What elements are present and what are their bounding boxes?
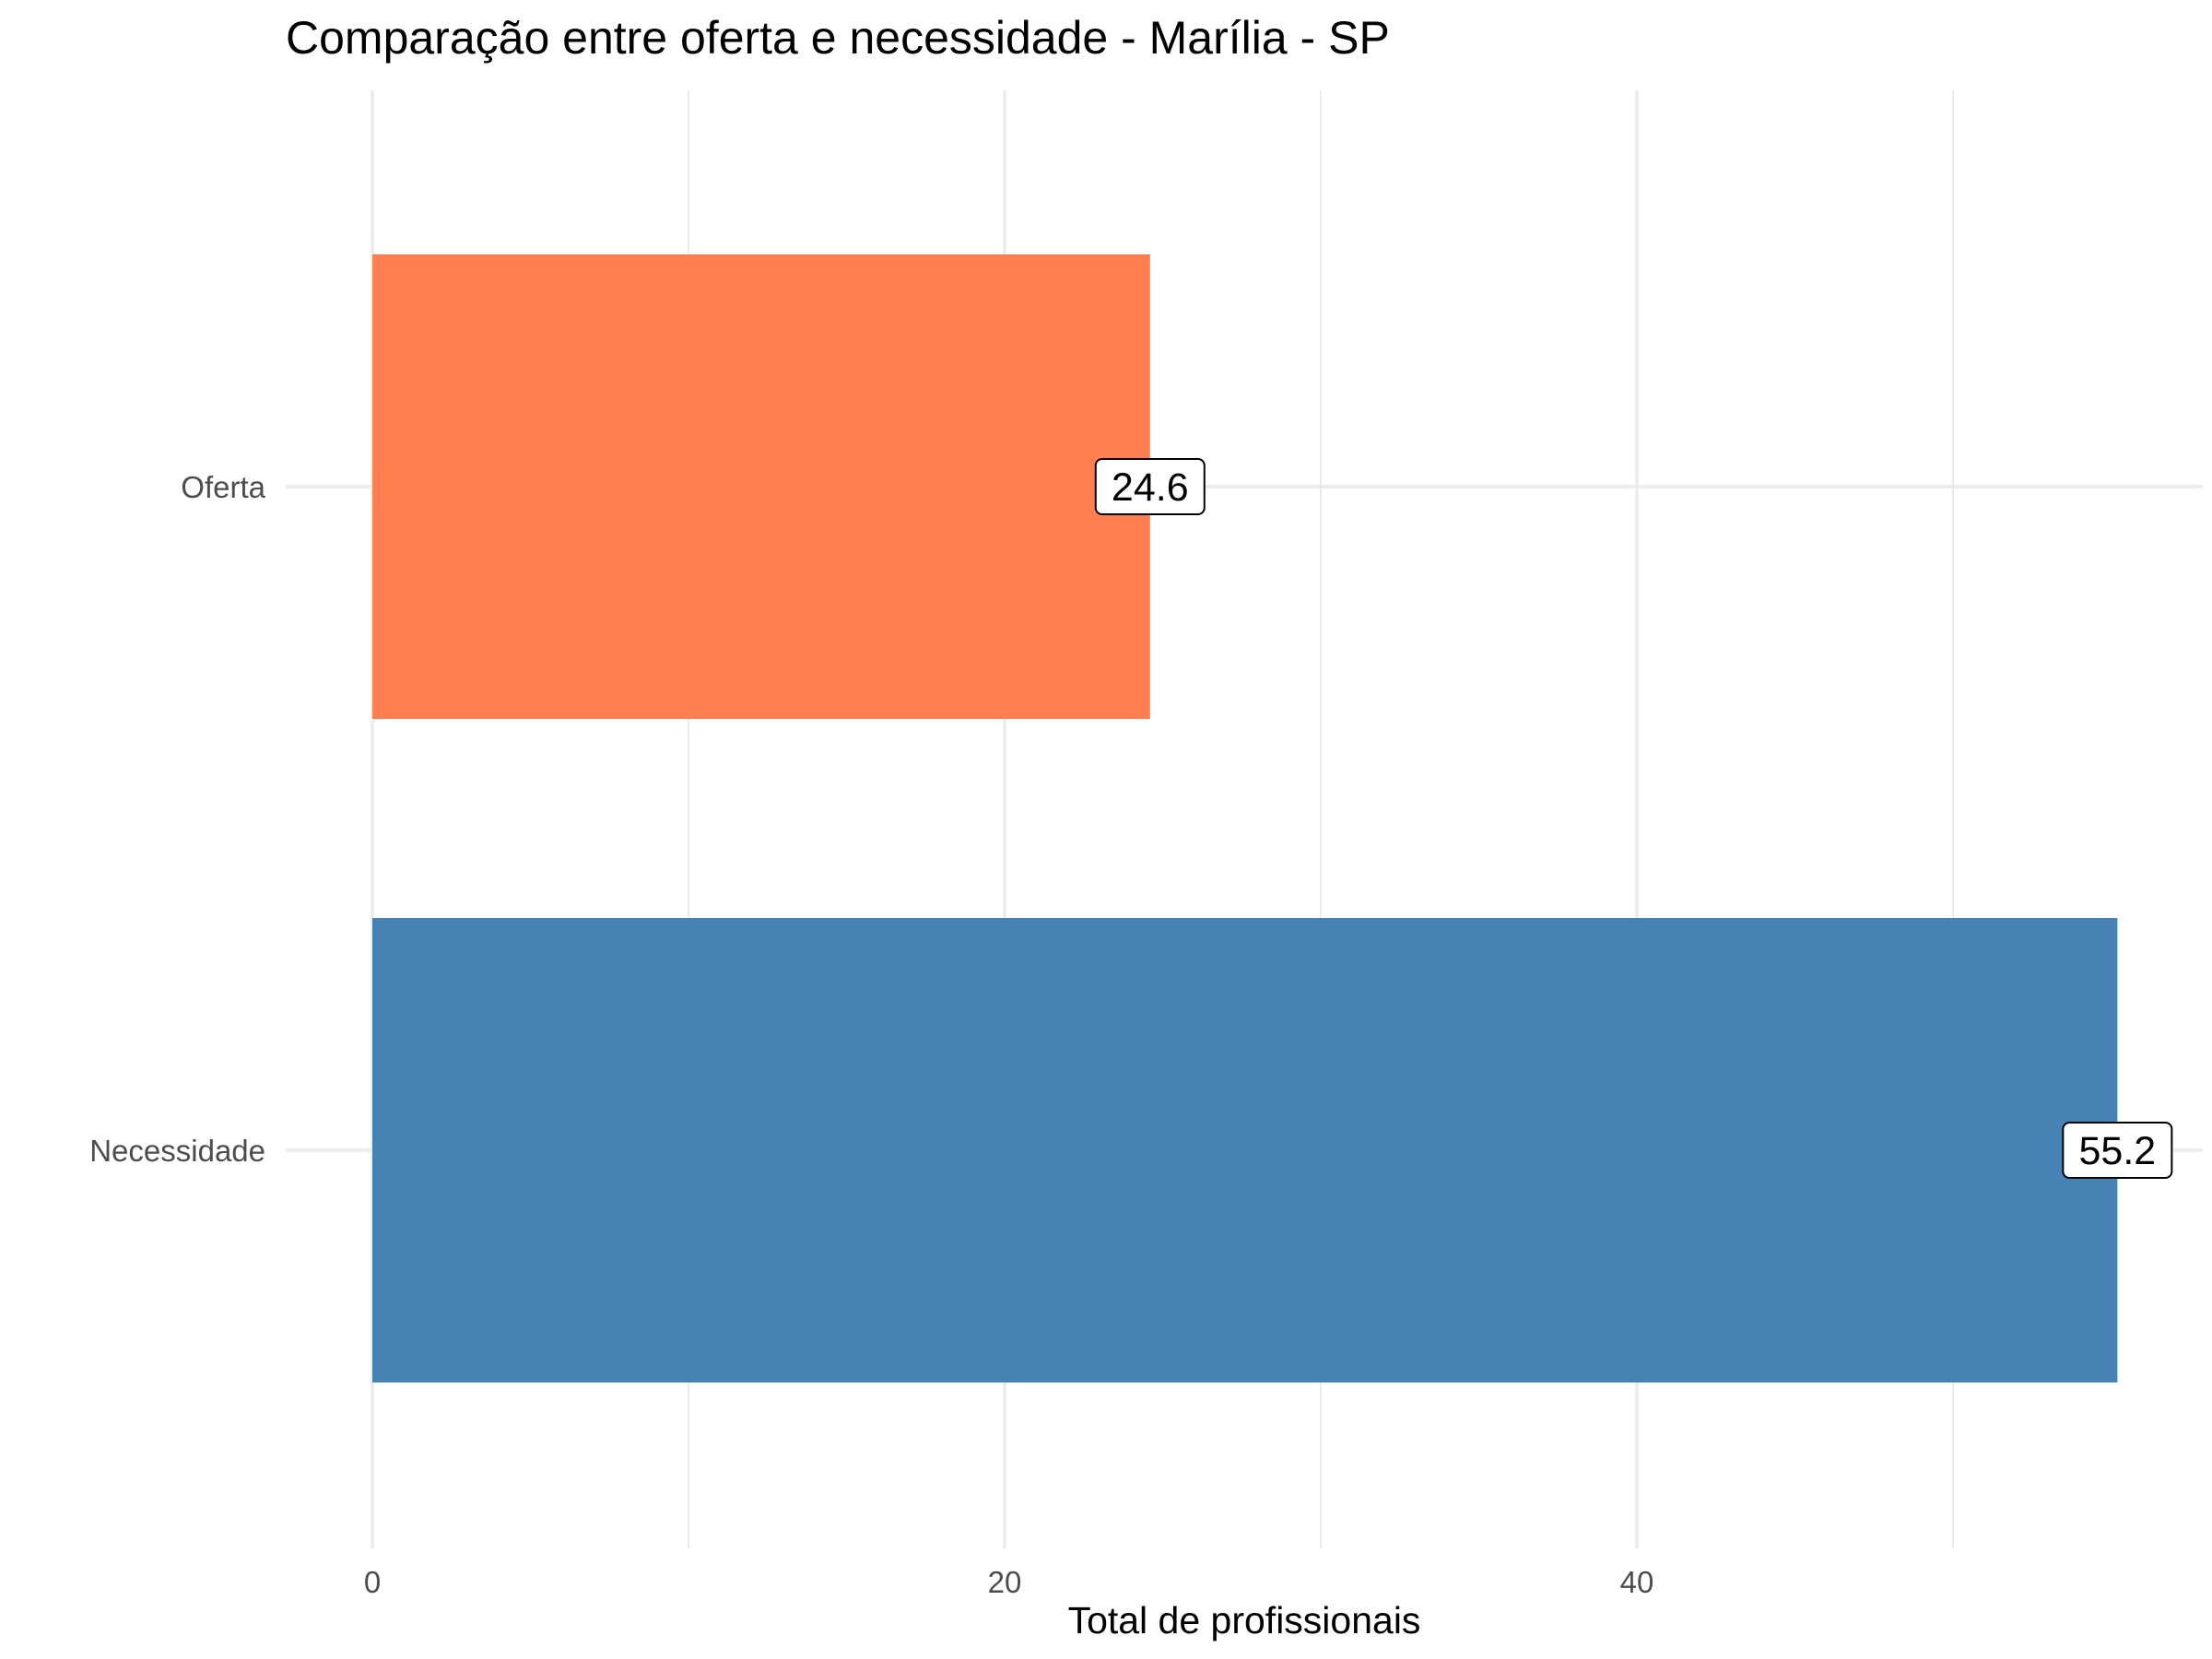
bar-necessidade [372, 918, 2118, 1382]
data-label-necessidade: 55.2 [2062, 1122, 2173, 1179]
bar-oferta [372, 254, 1150, 719]
x-tick-label: 20 [988, 1565, 1022, 1599]
x-axis-title: Total de profissionais [1067, 1599, 1421, 1641]
x-tick-labels: 0 20 40 [364, 1565, 1654, 1599]
y-tick-label: Necessidade [89, 1134, 265, 1168]
data-label-box [1094, 458, 1206, 515]
x-tick-label: 40 [1620, 1565, 1654, 1599]
chart-title: Comparação entre oferta e necessidade - … [286, 12, 1390, 64]
data-label-text: 55.2 [2079, 1129, 2157, 1173]
data-label-box [2062, 1122, 2173, 1179]
data-label-oferta: 24.6 [1094, 458, 1206, 515]
bar-value-labels: 24.6 55.2 [1094, 458, 2173, 1179]
y-tick-labels: Oferta Necessidade [89, 470, 265, 1168]
data-label-text: 24.6 [1112, 465, 1189, 510]
bars [372, 254, 2118, 1382]
y-tick-label: Oferta [181, 470, 265, 504]
x-tick-label: 0 [364, 1565, 381, 1599]
